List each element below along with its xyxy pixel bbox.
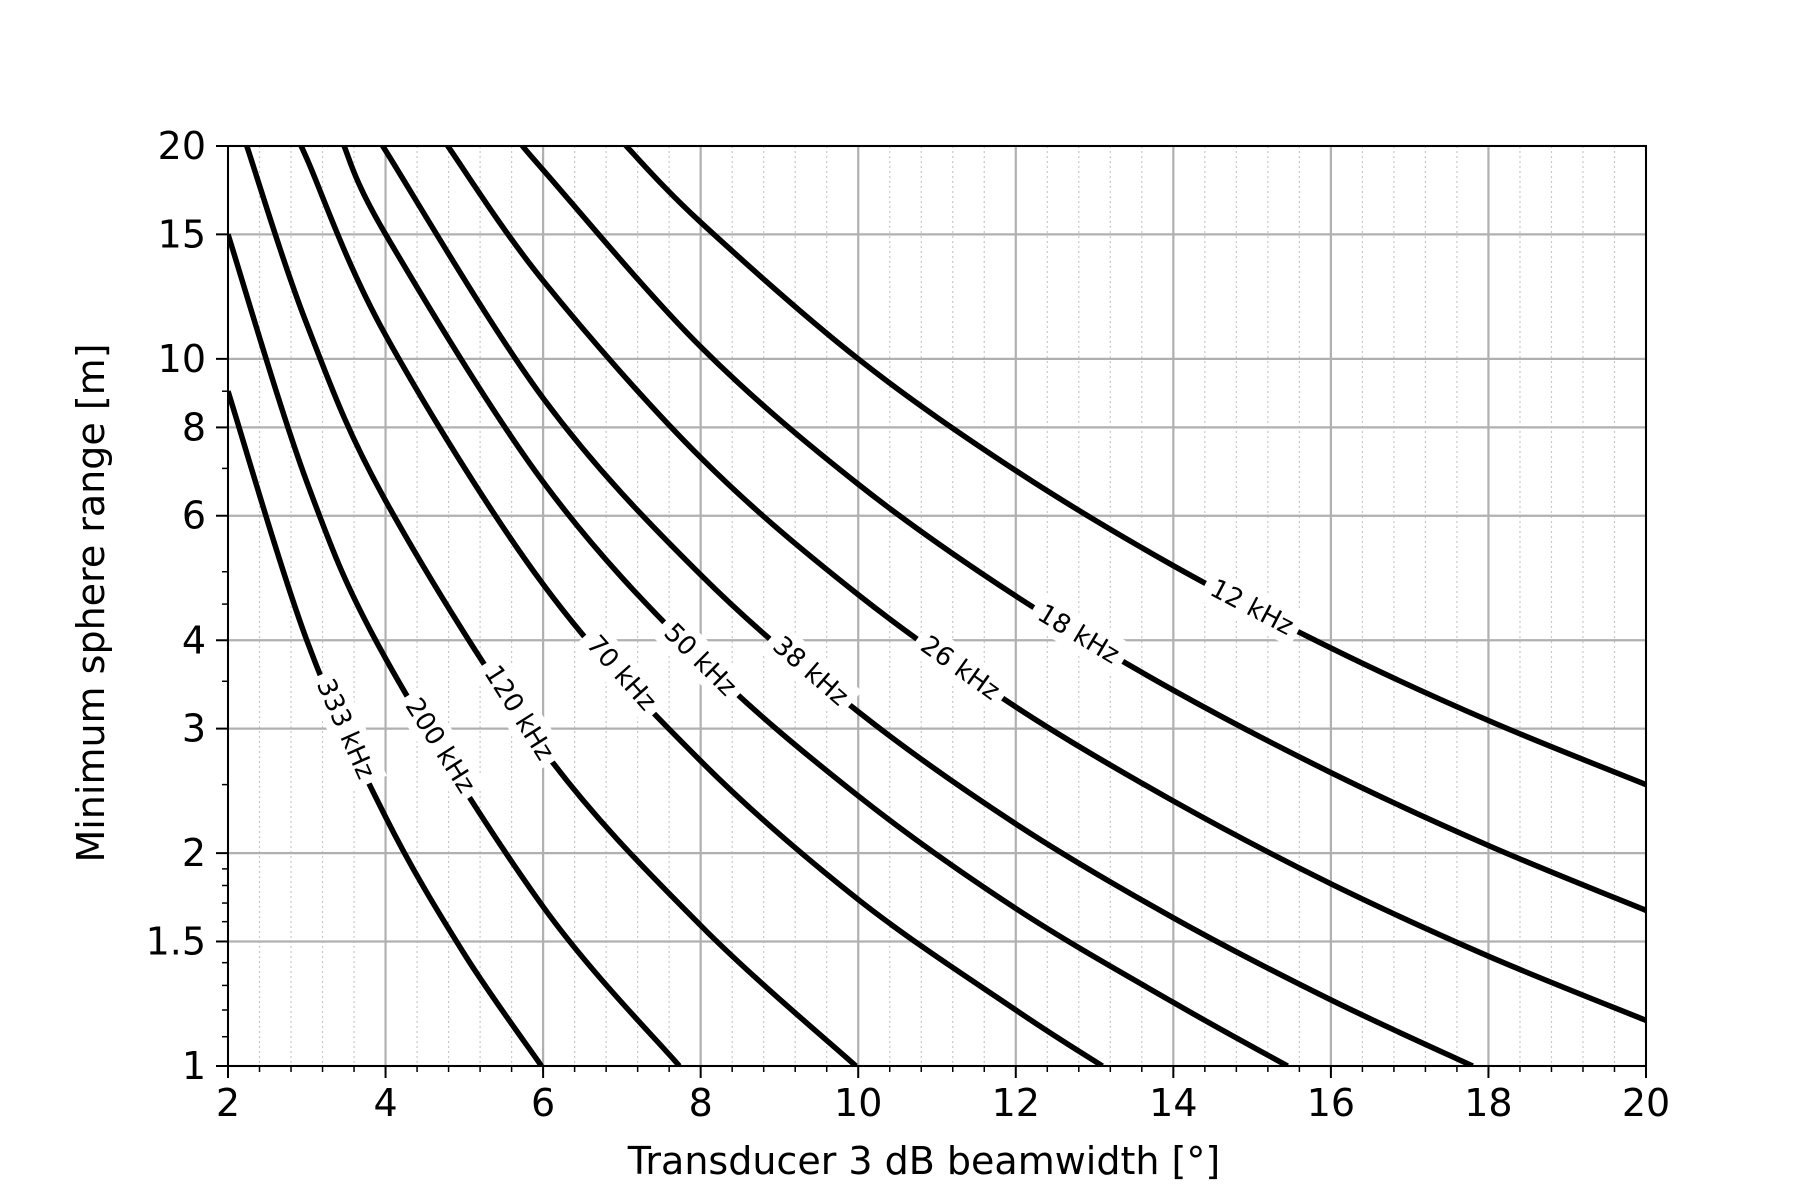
contour-line <box>622 146 1646 788</box>
y-axis-title: Minimum sphere range [m] <box>69 343 113 862</box>
x-tick-label: 16 <box>1307 1081 1355 1125</box>
x-tick-label: 18 <box>1464 1081 1512 1125</box>
y-tick-label: 8 <box>182 405 206 449</box>
contour-line <box>341 146 1289 1066</box>
y-tick-label: 20 <box>158 124 206 168</box>
plot-frame <box>227 145 1647 1067</box>
y-tick-labels: 1 1.5 2 3 4 6 8 10 15 20 <box>146 124 206 1088</box>
x-tick-label: 2 <box>216 1081 240 1125</box>
contour-label-background <box>1197 566 1307 647</box>
y-tick-label: 4 <box>182 618 206 662</box>
contour-line <box>228 233 682 1066</box>
x-tick-label: 4 <box>373 1081 397 1125</box>
contour-line <box>243 146 858 1066</box>
contour-label-background <box>393 685 488 806</box>
y-tick-label: 10 <box>158 337 206 381</box>
contour-line <box>519 146 1646 913</box>
x-tick-label: 14 <box>1149 1081 1197 1125</box>
y-tick-label: 2 <box>182 831 206 875</box>
contour-label-background <box>472 652 567 773</box>
contour-line <box>228 390 544 1066</box>
contour-line <box>444 146 1646 1023</box>
contour-label-background <box>907 622 1014 713</box>
x-tick-label: 20 <box>1622 1081 1670 1125</box>
y-tick-label: 1.5 <box>146 919 206 963</box>
contour-label-background <box>651 609 751 709</box>
x-tick-label: 10 <box>834 1081 882 1125</box>
y-tick-label: 3 <box>182 707 206 751</box>
x-tick-label: 8 <box>689 1081 713 1125</box>
x-tick-label: 12 <box>992 1081 1040 1125</box>
y-tick-label: 6 <box>182 494 206 538</box>
x-tick-label: 6 <box>531 1081 555 1125</box>
axis-ticks <box>216 145 1647 1078</box>
y-tick-label: 1 <box>182 1044 206 1088</box>
x-tick-labels: 2 4 6 8 10 12 14 16 18 20 <box>216 1081 1670 1125</box>
x-axis-title: Transducer 3 dB beamwidth [°] <box>627 1139 1220 1183</box>
y-tick-label: 15 <box>158 212 206 256</box>
contour-label-background <box>573 621 670 724</box>
contour-label-background <box>305 666 387 791</box>
contour-label-background <box>759 622 863 719</box>
contour-label-background <box>1024 591 1133 676</box>
